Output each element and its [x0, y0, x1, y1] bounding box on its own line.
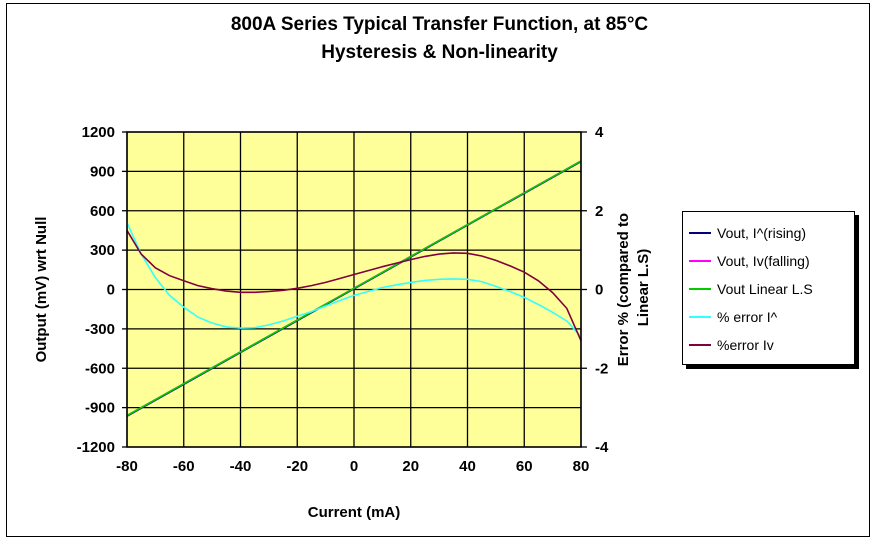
y-right-tick-label: 4 — [595, 124, 604, 141]
legend-swatch — [689, 316, 711, 318]
y-right-tick-label: -2 — [595, 360, 608, 377]
series-line--error-i- — [126, 222, 582, 338]
x-tick-label: -80 — [116, 458, 138, 475]
y-axis-left-label: Output (mV) wrt Null — [33, 217, 50, 363]
y-right-tick-label: 2 — [595, 203, 603, 220]
y-left-tick-label: -900 — [85, 400, 115, 417]
y-right-tick-label: 0 — [595, 282, 603, 299]
y-left-tick-label: 900 — [90, 163, 115, 180]
plot-border — [126, 131, 582, 448]
series-line--error-iv — [126, 229, 582, 342]
series-line-vout-linear-l-s — [126, 160, 582, 417]
y-axis-right-label: Error % (compared to Linear L.S) — [615, 209, 652, 367]
legend-label: % error I^ — [717, 309, 778, 325]
y-right-tick-label: -4 — [595, 439, 609, 456]
legend-item: %error Iv — [689, 334, 774, 356]
y-left-tick-label: 1200 — [82, 124, 115, 141]
y-left-tick-label: 300 — [90, 242, 115, 259]
x-tick-label: 40 — [459, 458, 476, 475]
tick-labels: -80 -60 -40 -20 0 20 40 60 8012009006003000-300-… — [77, 124, 609, 475]
x-tick-label: -40 — [230, 458, 252, 475]
series-lines — [126, 160, 582, 417]
legend-label: Vout, I^(rising) — [717, 225, 807, 241]
y-axis-right-label-line1: Error % (compared to — [615, 213, 632, 366]
y-left-tick-label: -600 — [85, 360, 115, 377]
x-tick-label: 20 — [402, 458, 419, 475]
chart-subtitle: Hysteresis & Non-linearity — [321, 42, 558, 63]
legend-swatch — [689, 288, 711, 290]
legend-item: Vout Linear L.S — [689, 278, 813, 300]
legend-item: Vout, Iv(falling) — [689, 250, 810, 272]
legend-label: %error Iv — [717, 337, 774, 353]
chart-title: 800A Series Typical Transfer Function, a… — [230, 14, 649, 35]
legend-swatch — [689, 344, 711, 346]
legend-label: Vout Linear L.S — [717, 281, 813, 297]
y-left-tick-label: 0 — [107, 282, 115, 299]
legend: Vout, I^(rising) Vout, Iv(falling) Vout Li… — [682, 211, 855, 365]
x-tick-label: 60 — [516, 458, 533, 475]
legend-label: Vout, Iv(falling) — [717, 253, 810, 269]
legend-item: Vout, I^(rising) — [689, 222, 806, 244]
x-tick-label: 0 — [350, 458, 358, 475]
x-tick-label: -60 — [173, 458, 195, 475]
y-left-tick-label: 600 — [90, 203, 115, 220]
x-tick-label: -20 — [286, 458, 308, 475]
legend-swatch — [689, 260, 711, 262]
y-axis-right-label-line2: Linear L.S) — [635, 249, 652, 327]
x-axis-label: Current (mA) — [308, 504, 401, 521]
y-left-tick-label: -1200 — [77, 439, 115, 456]
legend-item: % error I^ — [689, 306, 777, 328]
x-tick-label: 80 — [573, 458, 590, 475]
legend-swatch — [689, 232, 711, 234]
y-left-tick-label: -300 — [85, 321, 115, 338]
